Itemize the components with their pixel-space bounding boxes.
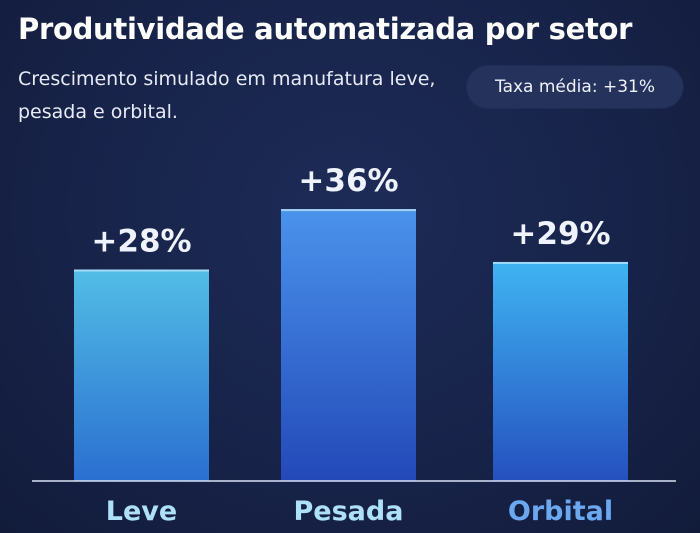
- average-rate-badge: Taxa média: +31%: [467, 66, 683, 108]
- value-label-orbital: +29%: [510, 216, 610, 252]
- bar-top-edge-pesada: [281, 209, 416, 212]
- category-label-pesada: Pesada: [294, 496, 404, 527]
- value-label-leve: +28%: [91, 224, 191, 260]
- bar-orbital: [493, 261, 628, 481]
- bar-top-edge-orbital: [493, 261, 628, 264]
- bar-top-edge-leve: [74, 269, 209, 272]
- category-label-leve: Leve: [106, 496, 177, 527]
- chart-title: Produtividade automatizada por setor: [18, 12, 633, 46]
- bar-pesada: [281, 209, 416, 481]
- bar-leve: [74, 269, 209, 481]
- value-label-pesada: +36%: [298, 163, 398, 199]
- category-label-orbital: Orbital: [508, 496, 613, 527]
- chart-subtitle: Crescimento simulado em manufatura leve,…: [18, 68, 436, 123]
